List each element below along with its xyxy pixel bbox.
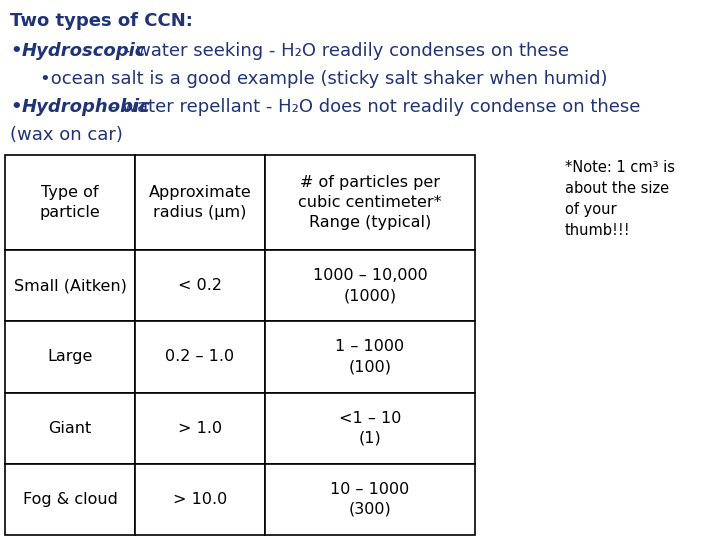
Bar xyxy=(135,393,265,464)
Text: Small (Aitken): Small (Aitken) xyxy=(14,278,127,293)
Bar xyxy=(265,464,475,535)
Bar xyxy=(135,155,265,250)
Text: - water seeking - H₂O readily condenses on these: - water seeking - H₂O readily condenses … xyxy=(118,42,569,60)
Bar xyxy=(135,464,265,535)
Bar xyxy=(135,321,265,393)
Text: 10 – 1000
(300): 10 – 1000 (300) xyxy=(330,482,410,517)
Text: Hydroscopic: Hydroscopic xyxy=(22,42,146,60)
Bar xyxy=(5,155,135,250)
Text: Giant: Giant xyxy=(48,421,91,436)
Text: Two types of CCN:: Two types of CCN: xyxy=(10,12,193,30)
Bar xyxy=(265,321,475,393)
Text: Fog & cloud: Fog & cloud xyxy=(22,492,117,507)
Text: (wax on car): (wax on car) xyxy=(10,126,123,144)
Bar xyxy=(265,155,475,250)
Text: # of particles per
cubic centimeter*
Range (typical): # of particles per cubic centimeter* Ran… xyxy=(298,175,442,230)
Text: *Note: 1 cm³ is
about the size
of your
thumb!!!: *Note: 1 cm³ is about the size of your t… xyxy=(565,160,675,238)
Text: <1 – 10
(1): <1 – 10 (1) xyxy=(339,411,401,446)
Text: 1 – 1000
(100): 1 – 1000 (100) xyxy=(336,340,405,374)
Text: •: • xyxy=(10,42,22,60)
Text: - water repellant - H₂O does not readily condense on these: - water repellant - H₂O does not readily… xyxy=(110,98,640,116)
Text: •ocean salt is a good example (sticky salt shaker when humid): •ocean salt is a good example (sticky sa… xyxy=(40,70,608,88)
Text: 1000 – 10,000
(1000): 1000 – 10,000 (1000) xyxy=(312,268,428,303)
Bar xyxy=(265,393,475,464)
Text: > 10.0: > 10.0 xyxy=(173,492,227,507)
Text: Type of
particle: Type of particle xyxy=(40,185,100,220)
Text: •: • xyxy=(10,98,22,116)
Text: > 1.0: > 1.0 xyxy=(178,421,222,436)
Text: Large: Large xyxy=(48,349,93,364)
Text: 0.2 – 1.0: 0.2 – 1.0 xyxy=(166,349,235,364)
Bar xyxy=(135,250,265,321)
Text: Approximate
radius (μm): Approximate radius (μm) xyxy=(148,185,251,220)
Text: Hydrophobic: Hydrophobic xyxy=(22,98,150,116)
Bar xyxy=(265,250,475,321)
Text: < 0.2: < 0.2 xyxy=(178,278,222,293)
Bar xyxy=(5,321,135,393)
Bar xyxy=(5,464,135,535)
Bar xyxy=(5,393,135,464)
Bar xyxy=(5,250,135,321)
